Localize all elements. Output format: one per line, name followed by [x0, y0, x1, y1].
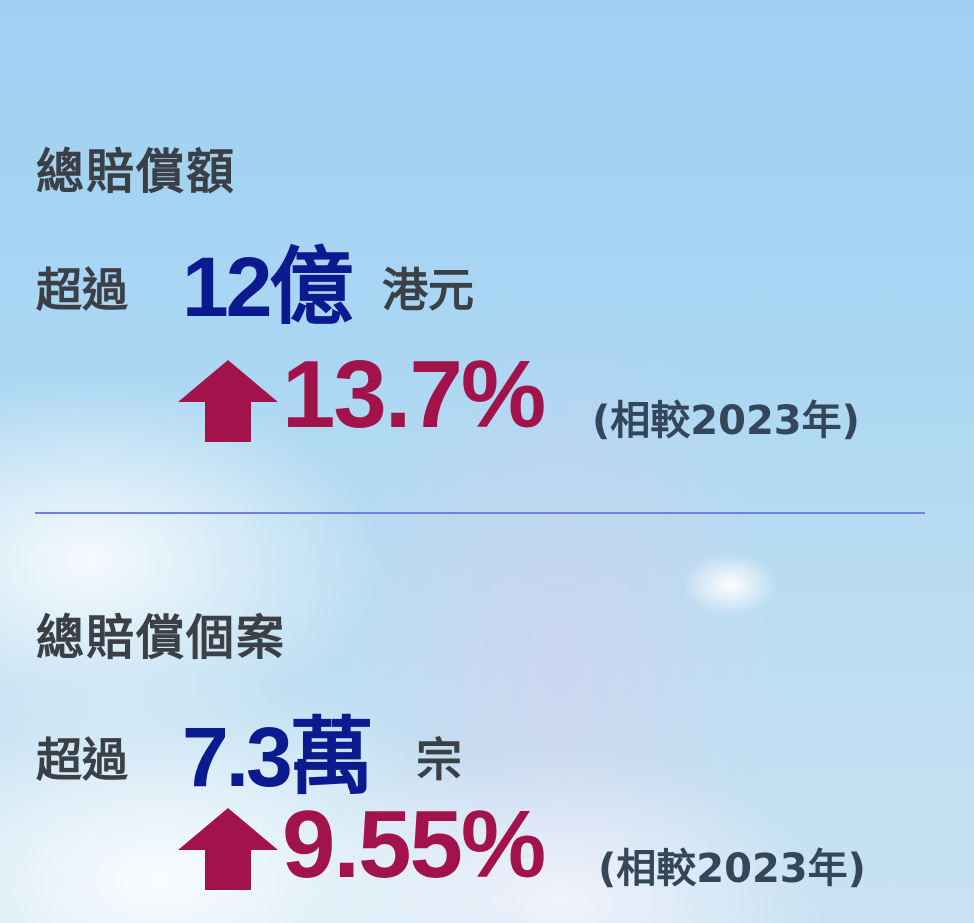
amount: 7.3萬 [182, 710, 374, 804]
up-arrow [178, 360, 278, 442]
divider [35, 512, 925, 514]
unit: 港元 [382, 263, 474, 317]
block-title: 總賠償個案 [36, 610, 287, 666]
prefix: 超過 [36, 733, 128, 787]
up-arrow [178, 808, 278, 890]
comparison: (相較2023年) [592, 398, 860, 444]
block-title: 總賠償額 [36, 144, 237, 200]
prefix: 超過 [36, 263, 128, 317]
comparison: (相較2023年) [598, 846, 866, 892]
change: 13.7% [282, 341, 546, 448]
change: 9.55% [282, 791, 546, 898]
unit: 宗 [416, 733, 462, 787]
amount: 12億 [182, 240, 353, 334]
